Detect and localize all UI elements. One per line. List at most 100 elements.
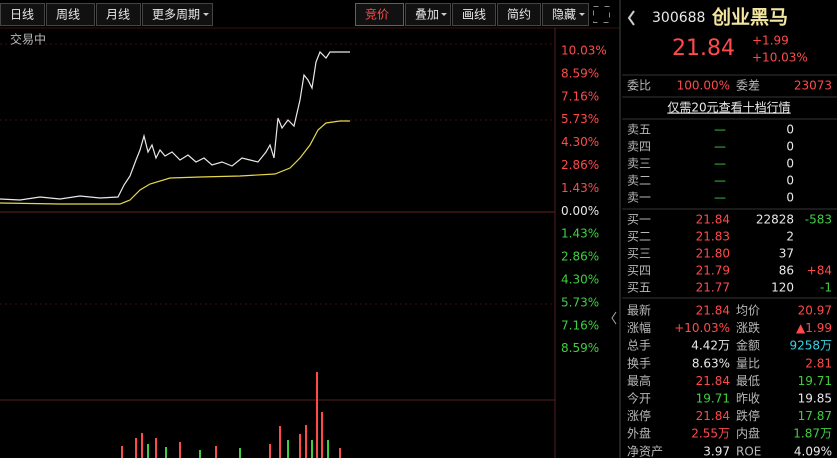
stat-value: 3.97 xyxy=(703,444,730,458)
book-price: 21.83 xyxy=(696,230,730,244)
diff-label: 委差 xyxy=(736,79,760,93)
book-volume: 37 xyxy=(779,247,794,261)
book-price: — xyxy=(714,157,726,171)
book-volume: 2 xyxy=(786,230,794,244)
stat-value: 21.84 xyxy=(696,374,730,388)
stat-value: 9258万 xyxy=(789,339,832,353)
book-price: 21.80 xyxy=(696,247,730,261)
book-delta: -1 xyxy=(820,281,832,295)
book-label: 卖四 xyxy=(627,140,651,154)
price-change: +1.99 xyxy=(752,34,789,48)
stock-name: 创业黑马 xyxy=(711,6,788,29)
book-price: — xyxy=(714,123,726,137)
status-label: 交易中 xyxy=(10,32,46,47)
stat-label: ROE xyxy=(736,444,761,458)
axis-label: 7.16% xyxy=(561,89,599,103)
book-volume: 0 xyxy=(786,157,794,171)
tab-button[interactable] xyxy=(0,3,45,26)
stat-label: 跌停 xyxy=(736,408,760,423)
book-label: 买二 xyxy=(627,230,651,244)
axis-label: 1.43% xyxy=(561,227,599,241)
stat-value: 8.63% xyxy=(692,356,730,370)
tab-label[interactable]: 月线 xyxy=(106,8,130,22)
tool-button[interactable] xyxy=(452,3,496,26)
axis-label: 8.59% xyxy=(561,341,599,355)
volume-bars xyxy=(121,372,341,458)
book-label: 卖三 xyxy=(627,157,651,171)
stat-label: 最低 xyxy=(736,374,760,388)
book-label: 卖一 xyxy=(627,191,651,205)
book-label: 卖五 xyxy=(627,123,651,137)
last-price: 21.84 xyxy=(672,36,735,61)
book-label: 买五 xyxy=(627,281,651,295)
book-price: — xyxy=(714,140,726,154)
axis-label: 8.59% xyxy=(561,66,599,80)
stat-label: 最高 xyxy=(627,373,651,388)
price-change-pct: +10.03% xyxy=(752,51,808,65)
tool-label[interactable]: 竞价 xyxy=(365,8,389,22)
stat-label: 换手 xyxy=(627,356,651,370)
stat-value: 19.71 xyxy=(696,392,730,406)
axis-label: 2.86% xyxy=(561,250,599,264)
axis-label: 0.00% xyxy=(561,204,599,218)
tool-button[interactable] xyxy=(542,3,589,26)
stat-value: 20.97 xyxy=(798,304,832,318)
tool-button[interactable] xyxy=(405,3,451,26)
stat-value: 4.42万 xyxy=(691,339,730,353)
axis-label: 5.73% xyxy=(561,112,599,126)
stat-label: 净资产 xyxy=(627,444,663,458)
tab-label[interactable]: 更多周期 xyxy=(152,8,200,22)
promo-link[interactable]: 仅需20元查看十档行情 xyxy=(667,101,790,115)
stat-value: 21.84 xyxy=(696,304,730,318)
stat-label: 外盘 xyxy=(627,426,651,441)
book-price: — xyxy=(714,191,726,205)
tool-label[interactable]: 简约 xyxy=(507,7,531,22)
book-volume: 120 xyxy=(771,281,794,295)
stat-label: 今开 xyxy=(627,391,651,406)
tool-label[interactable]: 画线 xyxy=(462,8,486,22)
book-volume: 0 xyxy=(786,191,794,205)
stat-label: 涨幅 xyxy=(627,320,651,335)
stat-value: 17.87 xyxy=(798,409,832,423)
book-volume: 86 xyxy=(779,264,794,278)
axis-label: 10.03% xyxy=(561,44,607,58)
tab-label[interactable]: 日线 xyxy=(10,8,34,22)
stat-value: 21.84 xyxy=(696,409,730,423)
stat-value: 2.55万 xyxy=(691,427,730,441)
ratio-value: 100.00% xyxy=(677,79,730,93)
stat-label: 昨收 xyxy=(736,392,760,406)
stat-value: 2.81 xyxy=(805,356,832,370)
back-button[interactable] xyxy=(627,10,635,26)
stat-label: 内盘 xyxy=(736,426,760,441)
tool-label[interactable]: 隐藏 xyxy=(552,8,576,22)
stat-label: 量比 xyxy=(736,356,760,370)
stat-value: 1.87万 xyxy=(793,427,832,441)
book-label: 买一 xyxy=(627,213,651,227)
dropdown-caret[interactable] xyxy=(579,13,585,16)
book-price: 21.79 xyxy=(696,264,730,278)
stat-label: 金额 xyxy=(736,338,760,353)
collapse-arrow[interactable] xyxy=(611,311,617,325)
tab-button[interactable] xyxy=(142,3,213,26)
book-price: 21.84 xyxy=(696,213,730,227)
book-volume: 22828 xyxy=(756,213,794,227)
book-volume: 0 xyxy=(786,140,794,154)
tab-button[interactable] xyxy=(46,3,95,26)
price-line xyxy=(0,50,350,201)
stat-label: 最新 xyxy=(627,303,651,318)
tool-button[interactable] xyxy=(497,3,541,26)
tool-label[interactable]: 叠加 xyxy=(415,8,439,22)
average-line xyxy=(0,120,350,205)
fullscreen-button[interactable] xyxy=(593,6,610,23)
tab-label[interactable]: 周线 xyxy=(56,8,80,22)
tab-button[interactable] xyxy=(96,3,141,26)
tool-button[interactable] xyxy=(355,3,404,26)
book-volume: 0 xyxy=(786,174,794,188)
book-delta: -583 xyxy=(805,213,832,227)
book-delta: +84 xyxy=(807,264,832,278)
stat-label: 总手 xyxy=(627,339,651,353)
grid xyxy=(0,27,620,458)
dropdown-caret[interactable] xyxy=(203,13,209,16)
dropdown-caret[interactable] xyxy=(441,13,447,16)
